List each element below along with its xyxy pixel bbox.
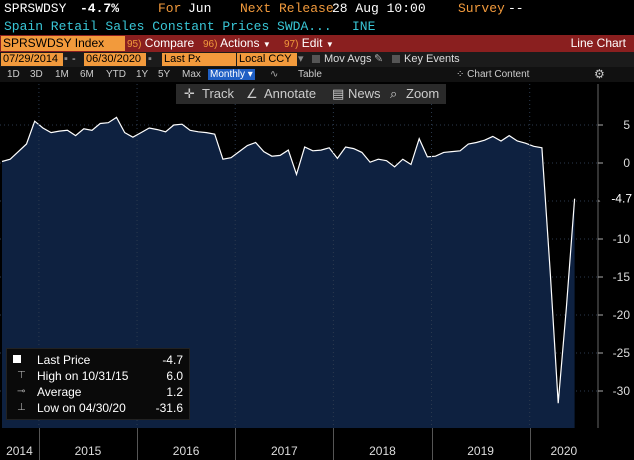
- legend-low-value: -31.6: [155, 401, 183, 415]
- x-year-divider: [431, 428, 433, 460]
- period-bar: 1D 3D 1M 6M YTD 1Y 5Y Max Monthly ▾ ∿ Ta…: [0, 67, 634, 82]
- pencil-icon[interactable]: ✎: [374, 53, 384, 65]
- period-5y[interactable]: 5Y: [158, 69, 171, 80]
- for-value: Jun: [188, 1, 212, 16]
- y-tick-label: 5: [623, 118, 630, 132]
- chevron-down-icon: ▼: [325, 40, 334, 49]
- legend-low-label: Low on 04/30/20: [37, 401, 126, 415]
- y-tick-label: -15: [613, 270, 631, 284]
- currency-field[interactable]: Local CCY: [237, 53, 297, 66]
- period-ytd[interactable]: YTD: [106, 69, 126, 80]
- chart-type-title: Line Chart: [570, 36, 626, 50]
- chevron-down-icon[interactable]: ▾: [298, 53, 304, 65]
- legend-last-value: -4.7: [162, 353, 183, 367]
- x-year-label: 2014: [6, 444, 33, 458]
- survey-label: Survey: [458, 1, 505, 16]
- period-1y[interactable]: 1Y: [136, 69, 149, 80]
- chart-content-button[interactable]: ⁘ Chart Content: [456, 69, 530, 80]
- x-year-label: 2016: [172, 444, 200, 458]
- zoom-icon[interactable]: ⌕: [390, 86, 398, 101]
- chevron-down-icon: ▼: [262, 40, 271, 49]
- table-button[interactable]: Table: [298, 69, 322, 80]
- track-button[interactable]: Track: [202, 86, 235, 101]
- description-row: Spain Retail Sales Constant Prices SWDA.…: [0, 18, 634, 35]
- chart-tools: ✛ Track ∠ Annotate ▤ News ⌕ Zoom: [176, 84, 446, 104]
- mov-avgs-label: Mov Avgs: [324, 53, 372, 65]
- x-axis: 2014 2015 2016 2017 2018 2019 2020: [0, 428, 598, 460]
- gear-icon[interactable]: ⚙: [594, 67, 605, 81]
- calendar-icon[interactable]: ▪: [64, 53, 68, 65]
- legend-avg-label: Average: [37, 385, 82, 399]
- legend-high-label: High on 10/31/15: [37, 369, 129, 383]
- survey-value: --: [508, 1, 524, 16]
- key-events-checkbox[interactable]: [392, 55, 400, 63]
- period-3d[interactable]: 3D: [30, 69, 43, 80]
- edit-button[interactable]: 97) Edit ▼: [284, 36, 334, 50]
- legend-last-label: Last Price: [37, 353, 91, 367]
- ticker: SPRSWDSY: [4, 1, 67, 16]
- description: Spain Retail Sales Constant Prices SWDA.…: [4, 19, 332, 34]
- annotate-icon[interactable]: ∠: [246, 86, 258, 101]
- y-tick-label: -30: [613, 384, 631, 398]
- frequency-dropdown[interactable]: Monthly ▾: [208, 69, 255, 80]
- period-6m[interactable]: 6M: [80, 69, 94, 80]
- low-marker-icon: ⊥: [17, 402, 26, 413]
- function-bar: SPRSWDSY Index 95) Compare 96) Actions ▼…: [0, 35, 634, 52]
- actions-button[interactable]: 96) Actions ▼: [203, 36, 271, 50]
- start-date-field[interactable]: 07/29/2014: [1, 53, 63, 66]
- legend: Last Price -4.7 ⊤ High on 10/31/15 6.0 ⊸…: [6, 348, 190, 420]
- source: INE: [352, 19, 376, 34]
- next-release-label: Next Release: [240, 1, 334, 16]
- x-year-divider: [333, 428, 335, 460]
- legend-high-value: 6.0: [166, 369, 183, 383]
- end-date-field[interactable]: 06/30/2020: [84, 53, 146, 66]
- x-year-divider: [529, 428, 531, 460]
- calendar-icon[interactable]: ▪: [148, 53, 152, 65]
- y-tick-label: 0: [623, 156, 630, 170]
- x-year-label: 2017: [270, 444, 298, 458]
- x-year-divider: [38, 428, 40, 460]
- key-events-label: Key Events: [404, 53, 460, 65]
- average-marker-icon: ⊸: [17, 386, 26, 397]
- for-label: For: [158, 1, 182, 16]
- x-year-divider: [137, 428, 139, 460]
- mov-avgs-checkbox[interactable]: [312, 55, 320, 63]
- range-bar: 07/29/2014 ▪ - 06/30/2020 ▪ Last Px Loca…: [0, 52, 634, 67]
- zoom-button[interactable]: Zoom: [406, 86, 440, 101]
- last-value-flag: [598, 191, 632, 206]
- y-tick-label: -25: [613, 346, 631, 360]
- change-value: -4.7%: [80, 1, 120, 16]
- period-max[interactable]: Max: [182, 69, 201, 80]
- compare-button[interactable]: 95) Compare: [127, 36, 195, 50]
- legend-avg-value: 1.2: [166, 385, 183, 399]
- y-tick-label: -20: [613, 308, 631, 322]
- news-icon[interactable]: ▤: [332, 86, 345, 101]
- security-field[interactable]: SPRSWDSY Index: [1, 36, 125, 51]
- last-value-label: -4.7: [611, 192, 632, 206]
- period-1m[interactable]: 1M: [55, 69, 69, 80]
- x-year-divider: [235, 428, 237, 460]
- legend-swatch: [13, 355, 21, 363]
- x-year-label: 2018: [369, 444, 396, 458]
- annotate-button[interactable]: Annotate: [264, 86, 317, 101]
- y-tick-label: -10: [613, 232, 631, 246]
- range-dash: -: [72, 53, 76, 65]
- next-release-value: 28 Aug 10:00: [332, 1, 426, 16]
- series-line: [1, 116, 576, 404]
- news-button[interactable]: News: [348, 86, 381, 101]
- x-year-label: 2015: [74, 444, 102, 458]
- price-field[interactable]: Last Px: [162, 53, 236, 66]
- high-marker-icon: ⊤: [17, 370, 26, 381]
- chart-style-icon[interactable]: ∿: [270, 69, 279, 80]
- period-1d[interactable]: 1D: [7, 69, 20, 80]
- x-year-label: 2020: [550, 444, 578, 458]
- x-year-label: 2019: [467, 444, 494, 458]
- track-icon[interactable]: ✛: [184, 86, 195, 101]
- header-row: SPRSWDSY -4.7% For Jun Next Release 28 A…: [0, 0, 634, 18]
